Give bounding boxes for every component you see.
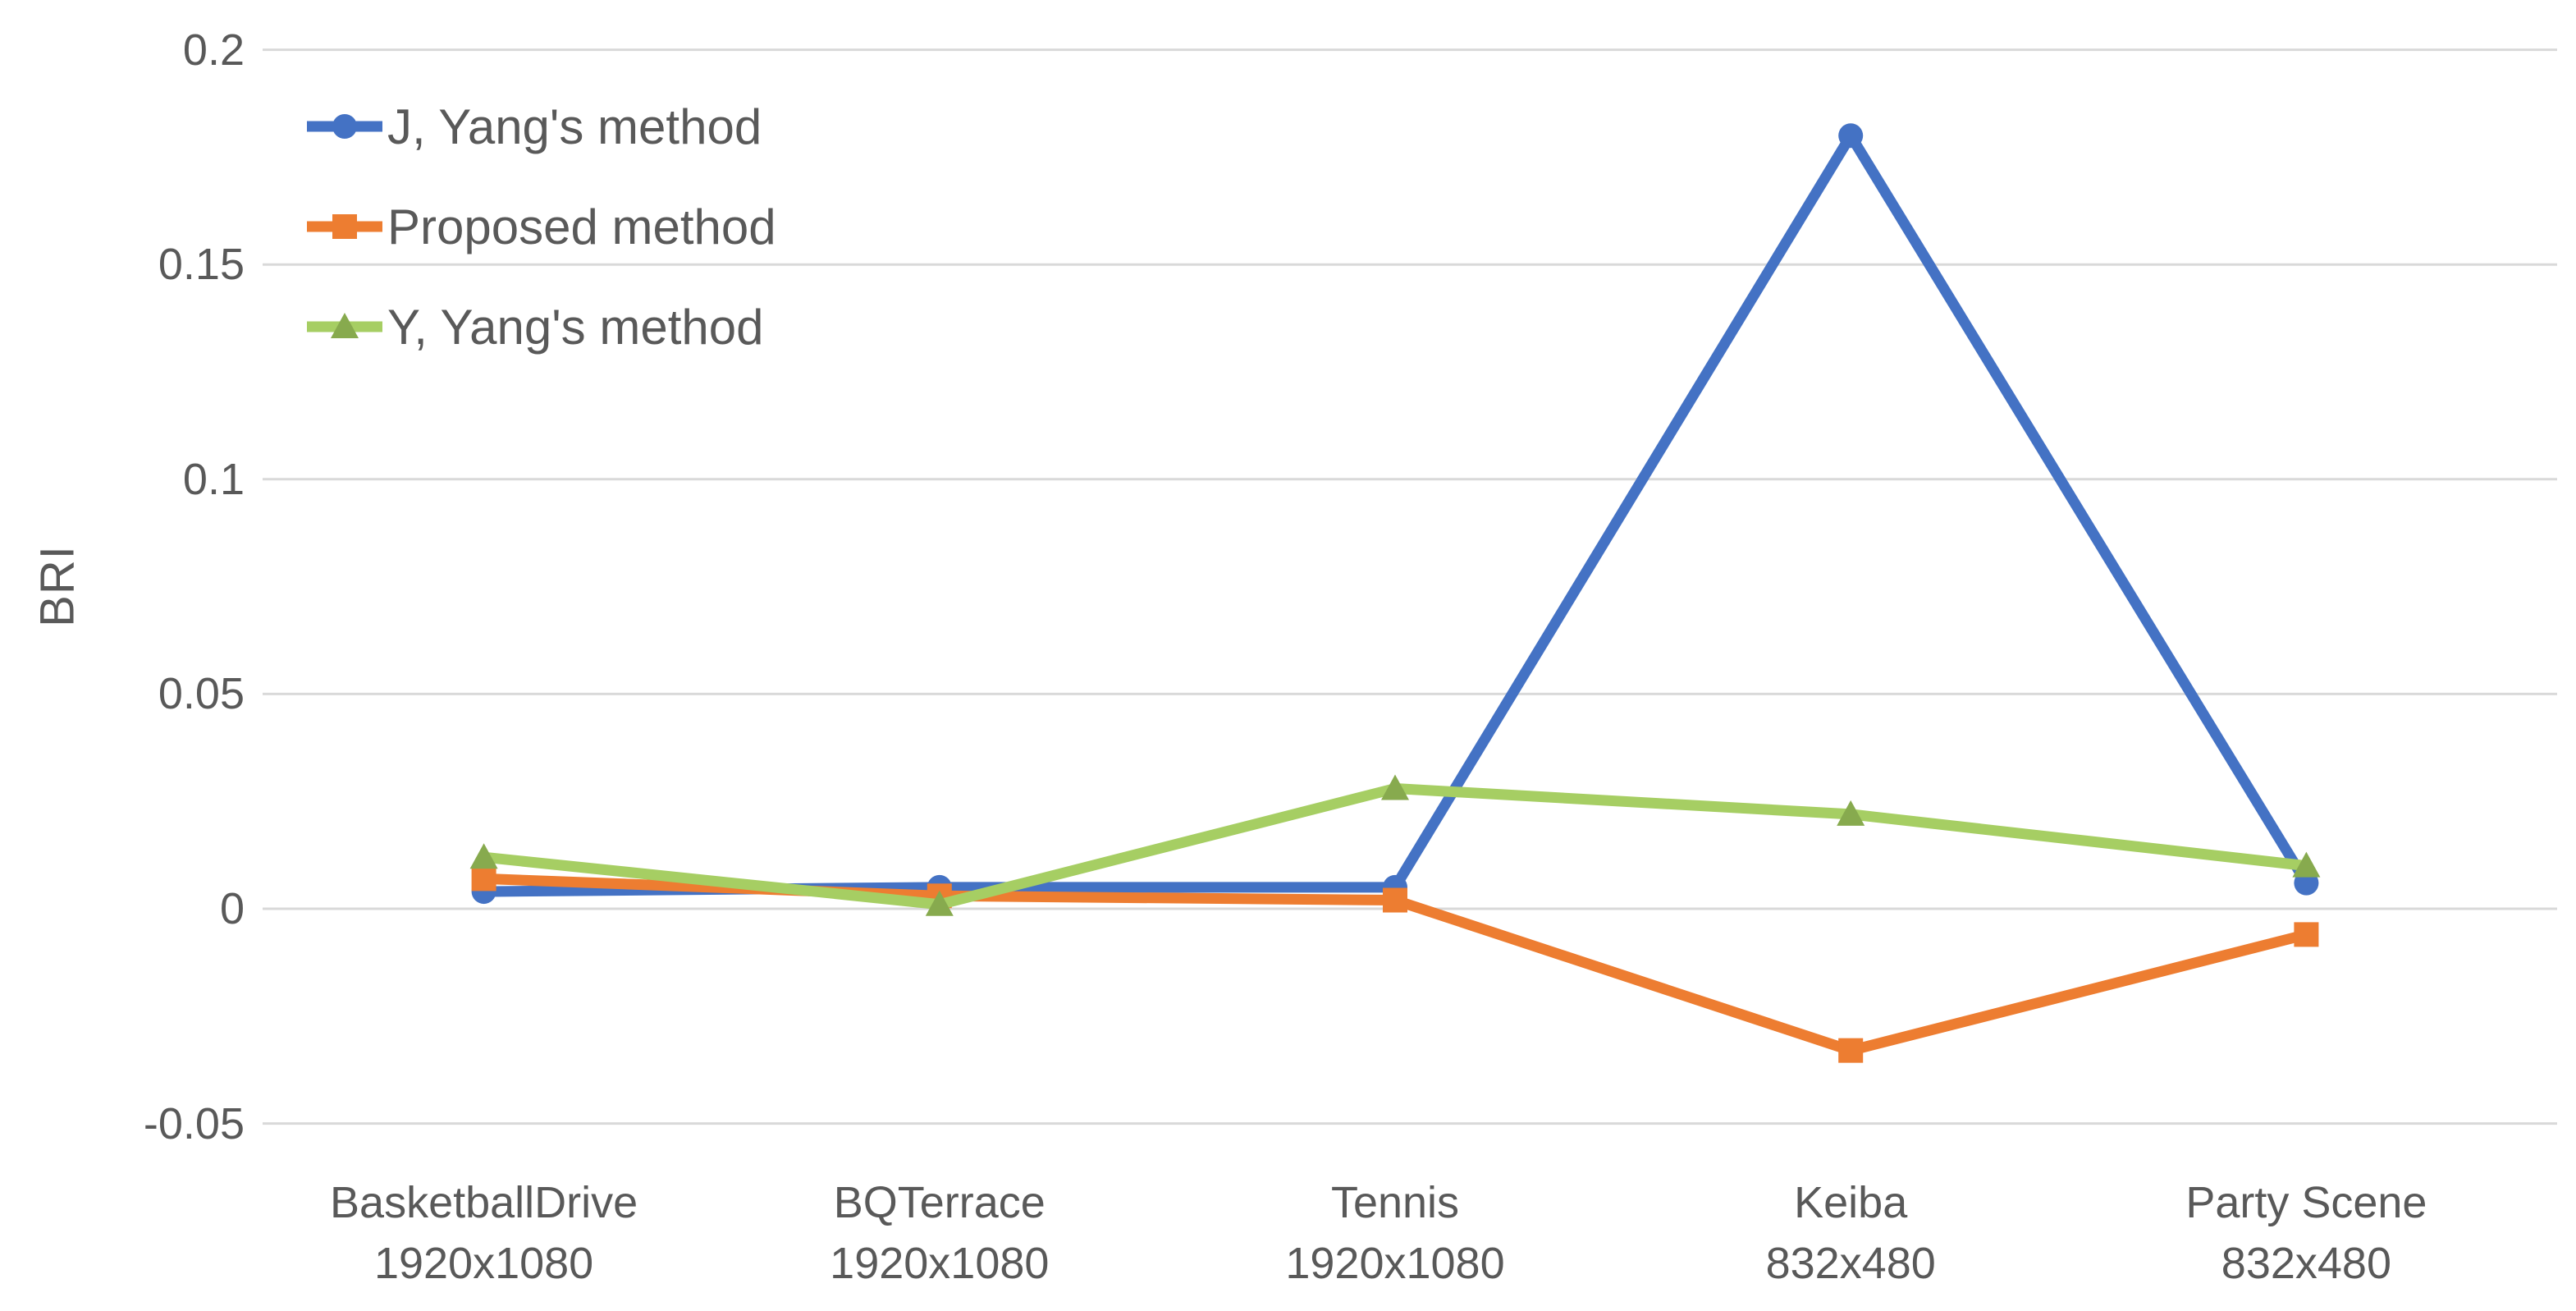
y-axis-tick-label: -0.05 — [143, 1098, 245, 1148]
y-axis-tick-label: 0.1 — [182, 454, 245, 504]
legend-line-square-marker-icon — [307, 214, 382, 239]
category-name: BQTerrace — [833, 1178, 1045, 1227]
category-name: Tennis — [1330, 1178, 1460, 1227]
x-axis-category-label: BQTerrace 1920x1080 — [830, 1172, 1049, 1294]
category-resolution: 1920x1080 — [373, 1239, 594, 1288]
legend-line-circle-marker-icon — [307, 114, 382, 139]
legend-item-y-yangs-method: Y, Yang's method — [305, 297, 776, 356]
data-point-marker — [1381, 774, 1409, 800]
legend-line-triangle-marker-icon — [307, 313, 382, 338]
legend-item-j-yangs-method: J, Yang's method — [305, 97, 776, 156]
x-axis-category-label: Party Scene 832x480 — [2185, 1172, 2427, 1294]
y-axis-title: BRI — [30, 545, 85, 627]
x-axis-category-label: BasketballDrive 1920x1080 — [330, 1172, 638, 1294]
category-name: Keiba — [1794, 1178, 1908, 1227]
x-axis-category-label: Tennis 1920x1080 — [1285, 1172, 1504, 1294]
data-point-marker — [1838, 1038, 1864, 1063]
category-resolution: 832x480 — [1765, 1239, 1936, 1288]
data-point-marker — [2292, 851, 2321, 878]
category-name: BasketballDrive — [330, 1178, 638, 1227]
data-point-marker — [2294, 922, 2319, 947]
category-name: Party Scene — [2185, 1178, 2427, 1227]
data-point-marker — [1383, 887, 1407, 913]
y-axis-tick-label: 0.05 — [158, 669, 245, 719]
legend-label: Y, Yang's method — [387, 299, 764, 355]
data-point-marker — [925, 890, 954, 916]
series-proposed-method — [471, 866, 2319, 1063]
x-axis-category-label: Keiba 832x480 — [1766, 1172, 1936, 1294]
category-resolution: 1920x1080 — [1285, 1239, 1505, 1288]
data-point-marker — [469, 843, 498, 869]
series-y-yang-s-method — [469, 774, 2321, 916]
category-resolution: 832x480 — [2221, 1239, 2391, 1288]
legend-label: J, Yang's method — [387, 99, 762, 154]
y-axis-tick-label: 0.15 — [158, 240, 245, 290]
data-point-marker — [1837, 800, 1865, 826]
data-point-marker — [471, 866, 496, 892]
y-axis-tick-label: 0 — [219, 884, 245, 933]
category-resolution: 1920x1080 — [830, 1239, 1050, 1288]
legend: J, Yang's method Proposed method Y, Yang… — [305, 97, 776, 356]
legend-item-proposed-method: Proposed method — [305, 197, 776, 256]
y-axis-tick-label: 0.2 — [182, 25, 245, 75]
legend-label: Proposed method — [387, 199, 776, 254]
data-point-marker — [1838, 123, 1864, 149]
series-layer — [469, 123, 2321, 1063]
